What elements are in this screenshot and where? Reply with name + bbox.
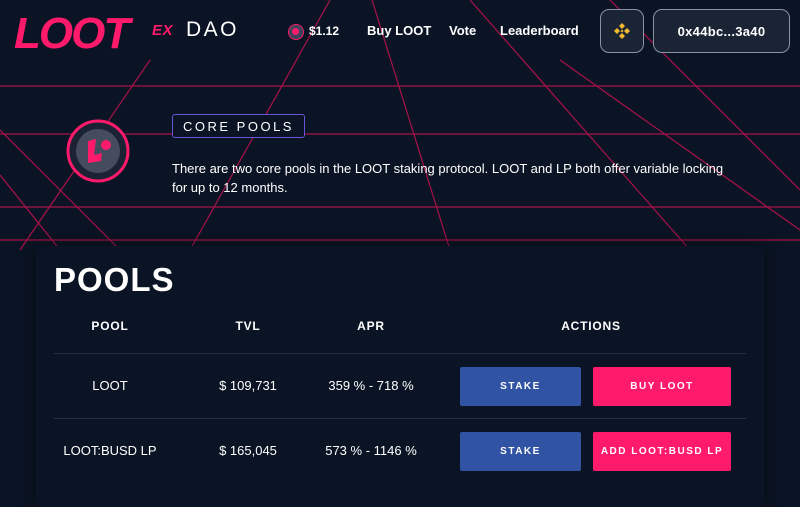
nav-buy-loot[interactable]: Buy LOOT	[367, 23, 432, 38]
row-divider	[54, 353, 746, 354]
core-pools-intro: CORE POOLS There are two core pools in t…	[0, 100, 800, 220]
chain-selector-button[interactable]	[600, 9, 644, 53]
stake-button[interactable]: STAKE	[460, 367, 581, 406]
intro-description: There are two core pools in the LOOT sta…	[172, 161, 724, 195]
table-row: LOOT $ 109,731 359 % - 718 % STAKE BUY L…	[36, 354, 764, 418]
pool-apr: 359 % - 718 %	[328, 378, 414, 393]
pools-title: POOLS	[54, 261, 175, 298]
wallet-address-button[interactable]: 0x44bc...3a40	[653, 9, 790, 53]
nav-vote[interactable]: Vote	[449, 23, 477, 38]
column-header-apr: APR	[357, 319, 385, 333]
column-header-tvl: TVL	[235, 319, 261, 333]
column-header-pool: POOL	[91, 319, 129, 333]
token-price: $1.12	[309, 24, 340, 38]
stake-button[interactable]: STAKE	[460, 432, 581, 471]
loot-token-icon	[288, 24, 304, 40]
pool-name: LOOT:BUSD LP	[63, 443, 157, 458]
row-divider	[54, 418, 746, 419]
table-row: LOOT:BUSD LP $ 165,045 573 % - 1146 % ST…	[36, 419, 764, 483]
logo-suffix: EX	[152, 22, 174, 39]
pool-tvl: $ 165,045	[219, 443, 277, 458]
pool-apr: 573 % - 1146 %	[325, 443, 417, 458]
column-header-actions: ACTIONS	[561, 319, 621, 333]
pool-name: LOOT	[92, 378, 128, 393]
loot-badge-icon	[66, 119, 130, 183]
loot-logo[interactable]: LOOT	[14, 6, 174, 56]
logo-text: LOOT	[14, 9, 133, 56]
top-navbar: LOOT EX DAO $1.12 Buy LOOT Vote Leaderbo…	[0, 0, 800, 64]
dao-label: DAO	[186, 18, 240, 41]
pool-tvl: $ 109,731	[219, 378, 277, 393]
section-label-chip: CORE POOLS	[172, 114, 305, 138]
binance-icon	[614, 23, 630, 39]
nav-leaderboard[interactable]: Leaderboard	[500, 23, 579, 38]
pools-card: POOLS POOL TVL APR ACTIONS LOOT $ 109,73…	[36, 246, 764, 507]
buy-loot-button[interactable]: BUY LOOT	[593, 367, 731, 406]
add-lp-button[interactable]: ADD LOOT:BUSD LP	[593, 432, 731, 471]
